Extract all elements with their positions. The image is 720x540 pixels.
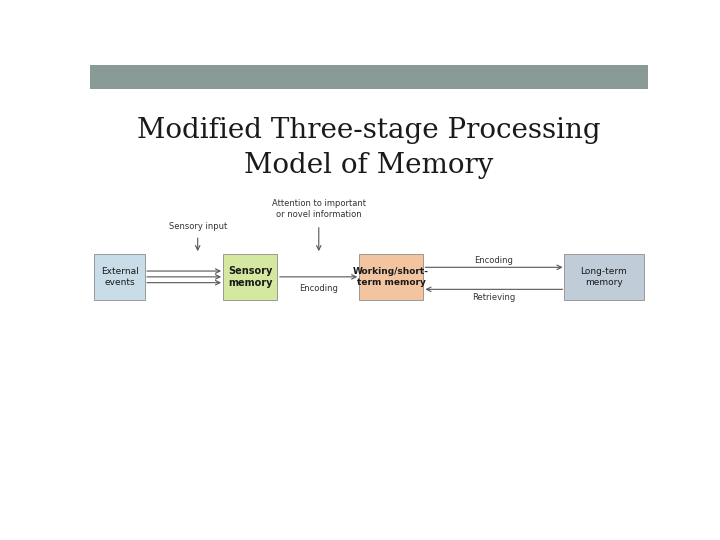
Text: External
events: External events [101, 267, 138, 287]
FancyBboxPatch shape [359, 254, 423, 300]
Text: Sensory input: Sensory input [168, 222, 227, 231]
Text: Encoding: Encoding [300, 284, 338, 293]
Text: Encoding: Encoding [474, 256, 513, 265]
Text: Working/short-
term memory: Working/short- term memory [353, 267, 429, 287]
Text: Long-term
memory: Long-term memory [580, 267, 627, 287]
Text: Modified Three-stage Processing
Model of Memory: Modified Three-stage Processing Model of… [138, 117, 600, 179]
Text: Sensory
memory: Sensory memory [228, 266, 272, 288]
Bar [90, 65, 648, 89]
FancyBboxPatch shape [564, 254, 644, 300]
Text: Retrieving: Retrieving [472, 293, 516, 302]
Text: Attention to important
or novel information: Attention to important or novel informat… [271, 199, 366, 219]
FancyBboxPatch shape [94, 254, 145, 300]
FancyBboxPatch shape [222, 254, 277, 300]
